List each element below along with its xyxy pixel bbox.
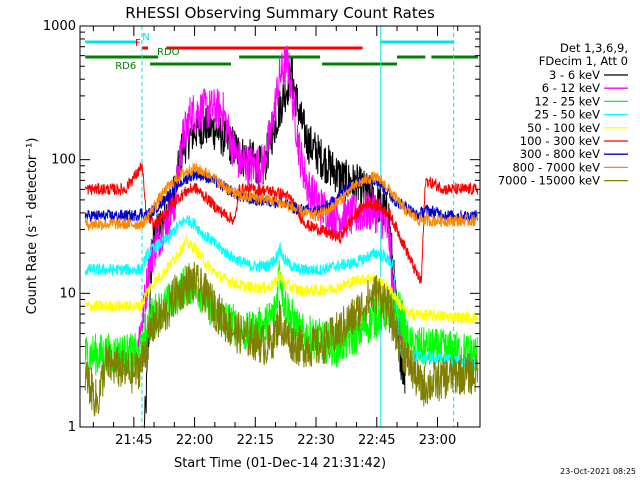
flag-label-f: F <box>135 38 141 49</box>
y-tick-label: 1000 <box>43 19 76 34</box>
flag-label-rd6: RD6 <box>115 61 136 72</box>
vertical-markers <box>141 26 455 427</box>
legend-label-5: 50 - 100 keV <box>527 121 600 135</box>
x-tick-label: 22:45 <box>358 433 395 448</box>
chart-title: RHESSI Observing Summary Count Rates <box>125 4 435 22</box>
y-tick-label: 10 <box>59 286 76 301</box>
series-line-8 <box>84 162 479 232</box>
legend-label-2: 6 - 12 keV <box>542 81 600 95</box>
legend-label-3: 12 - 25 keV <box>534 94 600 108</box>
legend-label-1: 3 - 6 keV <box>549 68 600 82</box>
x-tick-label: 22:30 <box>297 433 334 448</box>
series-line-2 <box>137 45 410 368</box>
plot-frame <box>79 25 481 428</box>
instrument-flags: NF RDO RD6 <box>85 32 478 72</box>
series-line-5 <box>84 235 479 325</box>
x-tick-label: 21:45 <box>115 433 152 448</box>
legend-label-6: 100 - 300 keV <box>520 134 600 148</box>
x-tick-label: 22:00 <box>176 433 213 448</box>
x-axis-label: Start Time (01-Dec-14 21:31:42) <box>174 456 386 471</box>
x-tick-label: 22:15 <box>237 433 274 448</box>
y-tick-label: 100 <box>51 153 76 168</box>
axes: 1 10 100 1000 21:45 22:00 22:15 22:30 22:45 23:00 <box>43 19 480 448</box>
series-line-6 <box>84 162 479 284</box>
flag-label-rdo: RDO <box>157 47 180 58</box>
legend-header: Det 1,3,6,9, FDecim 1, Att 0 <box>539 41 628 68</box>
flag-label-n: N <box>142 32 149 43</box>
legend-label-4: 25 - 50 keV <box>534 108 600 122</box>
data-series <box>84 45 479 429</box>
legend-header-line-2: FDecim 1, Att 0 <box>539 54 628 68</box>
legend-label-8: 800 - 7000 keV <box>512 160 600 174</box>
legend-label-7: 300 - 800 keV <box>520 147 600 161</box>
legend-header-line-1: Det 1,3,6,9, <box>560 41 628 55</box>
legend-label-9: 7000 - 15000 keV <box>498 174 600 188</box>
y-tick-label: 1 <box>68 420 76 435</box>
footer-timestamp: 23-Oct-2021 08:25 <box>560 467 636 476</box>
series-line-9 <box>84 261 479 417</box>
y-axis-label: Count Rate (s⁻¹ detector⁻¹) <box>25 138 40 315</box>
x-tick-label: 23:00 <box>419 433 456 448</box>
